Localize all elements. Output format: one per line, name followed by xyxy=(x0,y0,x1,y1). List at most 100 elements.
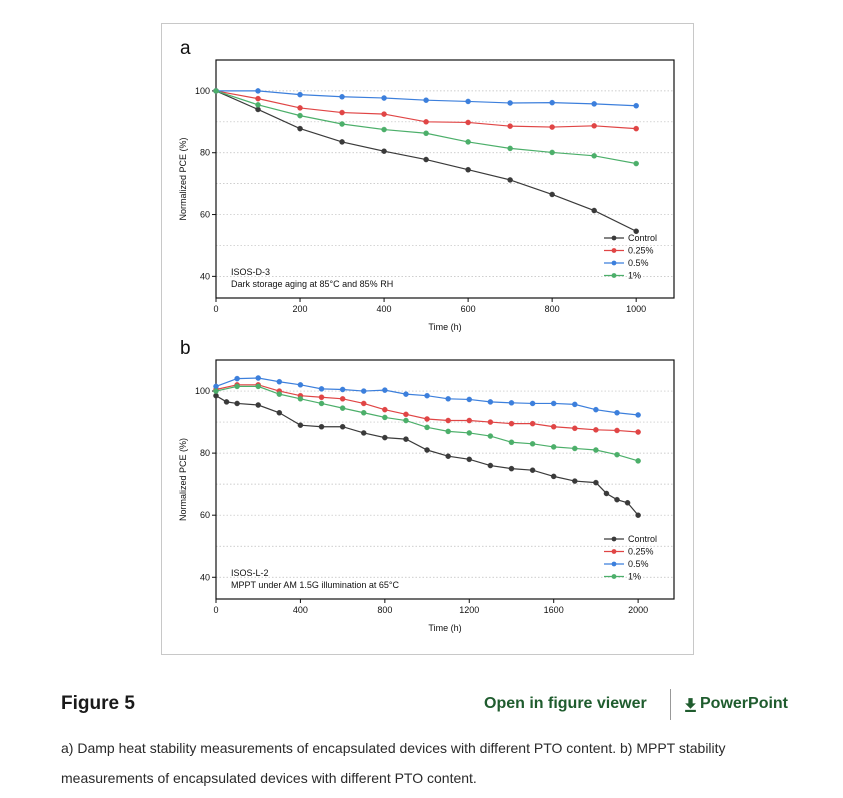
data-point xyxy=(614,427,620,434)
data-point xyxy=(465,166,471,173)
panel-letter-b: b xyxy=(180,338,191,359)
data-point xyxy=(255,375,261,381)
data-point xyxy=(591,207,597,214)
x-tick-label: 800 xyxy=(545,304,560,314)
data-point xyxy=(424,392,430,399)
data-point xyxy=(318,394,325,400)
powerpoint-label: PowerPoint xyxy=(700,695,789,712)
data-point xyxy=(550,400,557,407)
powerpoint-link[interactable]: PowerPoint xyxy=(683,695,788,713)
data-point xyxy=(529,467,536,473)
x-tick-label: 2000 xyxy=(628,605,648,615)
open-figure-viewer-link[interactable]: Open in figure viewer xyxy=(484,695,647,712)
condition-label: ISOS-L-2 xyxy=(231,568,269,578)
data-point xyxy=(403,436,409,442)
legend-label: Control xyxy=(628,233,657,243)
data-point xyxy=(507,177,513,183)
data-point xyxy=(549,99,555,106)
data-point xyxy=(360,388,367,394)
data-point xyxy=(213,392,219,399)
data-point xyxy=(550,444,557,450)
data-point xyxy=(508,465,515,472)
x-tick-label: 0 xyxy=(213,605,218,615)
data-point xyxy=(297,112,303,119)
y-tick-label: 60 xyxy=(200,210,210,220)
figure-caption: a) Damp heat stability measurements of e… xyxy=(61,740,726,786)
data-point xyxy=(382,414,388,421)
y-axis-title: Normalized PCE (%) xyxy=(178,438,188,521)
data-point xyxy=(297,396,304,402)
data-point xyxy=(549,191,555,198)
data-point xyxy=(339,396,346,402)
data-point xyxy=(572,425,578,432)
data-point xyxy=(635,512,641,518)
x-tick-label: 1000 xyxy=(626,304,646,314)
link-divider xyxy=(670,689,671,720)
data-point xyxy=(255,106,261,113)
y-tick-label: 40 xyxy=(200,271,210,281)
y-axis-title: Normalized PCE (%) xyxy=(178,137,188,220)
data-point xyxy=(423,97,429,103)
data-point xyxy=(635,458,641,464)
data-point xyxy=(382,387,388,393)
data-point xyxy=(593,406,599,413)
data-point xyxy=(487,419,494,425)
data-point xyxy=(255,402,261,408)
data-point xyxy=(507,100,513,106)
data-point xyxy=(507,145,513,152)
data-point xyxy=(614,451,620,458)
data-point xyxy=(234,383,240,390)
data-point xyxy=(423,130,429,137)
data-point xyxy=(213,383,219,390)
data-point xyxy=(276,391,283,397)
legend-label: 0.25% xyxy=(628,547,654,557)
legend-label: 1% xyxy=(628,271,641,281)
data-point xyxy=(255,95,261,102)
data-point xyxy=(614,496,620,503)
data-point xyxy=(382,434,388,441)
data-point xyxy=(360,410,367,416)
data-point xyxy=(572,445,578,452)
legend-marker xyxy=(611,273,617,278)
data-point xyxy=(382,406,388,413)
data-point xyxy=(593,427,599,433)
data-point xyxy=(633,125,639,132)
x-tick-label: 400 xyxy=(293,605,308,615)
data-point xyxy=(550,473,557,480)
data-point xyxy=(508,400,515,406)
data-point xyxy=(234,375,240,382)
data-point xyxy=(593,479,599,486)
x-tick-label: 400 xyxy=(377,304,392,314)
data-point xyxy=(403,417,409,424)
data-point xyxy=(445,428,451,435)
y-tick-label: 80 xyxy=(200,448,210,458)
legend-marker xyxy=(611,549,617,554)
y-tick-label: 80 xyxy=(200,148,210,158)
data-point xyxy=(255,88,261,94)
data-point xyxy=(234,400,240,407)
data-point xyxy=(593,447,599,453)
data-point xyxy=(318,386,325,392)
data-point xyxy=(255,383,261,390)
figure-image[interactable]: a 40 60 80 100 0 200 400 600 800 1000 Time (h) Norma… xyxy=(161,23,694,655)
y-tick-label: 100 xyxy=(195,86,210,96)
data-point xyxy=(549,124,555,130)
data-point xyxy=(381,95,387,101)
plot-frame xyxy=(215,59,675,299)
data-point xyxy=(445,417,451,424)
legend-marker xyxy=(611,235,617,241)
data-point xyxy=(529,400,536,407)
data-point xyxy=(255,102,261,108)
data-point xyxy=(403,391,409,397)
data-point xyxy=(360,400,367,407)
data-point xyxy=(465,98,471,105)
data-point xyxy=(424,424,430,431)
legend-label: 0.25% xyxy=(628,246,654,256)
data-point xyxy=(297,91,303,98)
data-point xyxy=(297,125,303,132)
data-point xyxy=(423,156,429,163)
data-point xyxy=(360,430,367,436)
data-point xyxy=(508,439,515,446)
data-point xyxy=(213,388,219,394)
